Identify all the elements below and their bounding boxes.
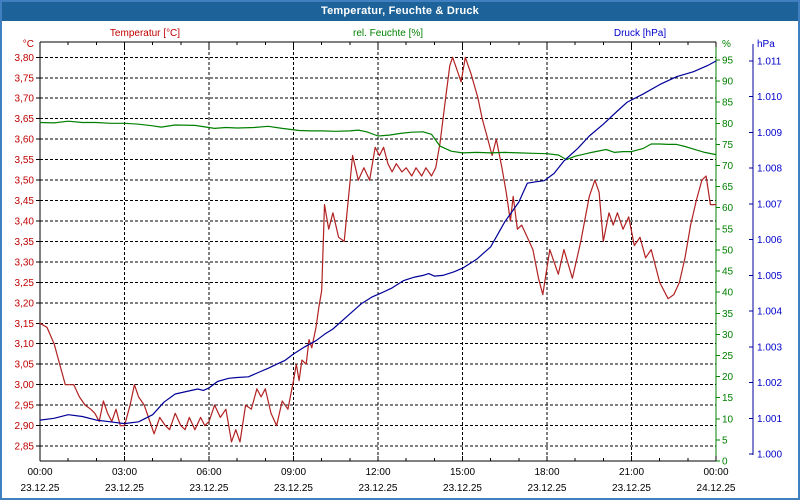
humidity-tick-label: 60: [722, 203, 734, 214]
date-tick-label: 23.12.25: [21, 483, 60, 494]
temp-tick-label: 3,50: [15, 176, 35, 187]
pressure-tick-label: 1.000: [757, 450, 782, 461]
pressure-tick-label: 1.005: [757, 271, 782, 282]
date-tick-label: 23.12.25: [359, 483, 398, 494]
time-tick-label: 09:00: [281, 467, 306, 478]
pressure-axis-unit: hPa: [757, 39, 775, 50]
humidity-tick-label: 0: [722, 457, 728, 468]
axis-labels: 3,80 3,75 3,70 3,65 3,60 3,55 3,50 3,45 3,40 3,35…: [15, 39, 783, 494]
temp-tick-label: 3,15: [15, 319, 35, 330]
temp-tick-label: 3,75: [15, 73, 35, 84]
temp-tick-label: 2,95: [15, 401, 35, 412]
temp-tick-label: 3,40: [15, 216, 35, 227]
time-tick-label: 15:00: [450, 467, 475, 478]
humidity-tick-label: 65: [722, 182, 734, 193]
pressure-tick-label: 1.001: [757, 414, 782, 425]
humidity-tick-label: 75: [722, 140, 734, 151]
title-bar: Temperatur, Feuchte & Druck: [2, 2, 798, 21]
time-tick-label: 21:00: [619, 467, 644, 478]
temp-tick-label: 3,25: [15, 278, 35, 289]
pressure-tick-label: 1.008: [757, 164, 782, 175]
temp-tick-label: 3,60: [15, 135, 35, 146]
humidity-tick-label: 25: [722, 351, 734, 362]
date-tick-label: 23.12.25: [190, 483, 229, 494]
temp-tick-label: 3,35: [15, 237, 35, 248]
humidity-axis-unit: %: [722, 39, 731, 50]
temp-tick-label: 2,85: [15, 442, 35, 453]
temp-tick-label: 2,90: [15, 421, 35, 432]
date-tick-label: 24.12.25: [697, 483, 736, 494]
date-tick-label: 23.12.25: [274, 483, 313, 494]
series-lines: [39, 56, 717, 443]
date-tick-label: 23.12.25: [443, 483, 482, 494]
legend-pressure: Druck [hPa]: [613, 28, 667, 39]
series-pressure: [39, 60, 717, 425]
temp-tick-label: 3,55: [15, 155, 35, 166]
pressure-tick-label: 1.002: [757, 378, 782, 389]
temp-tick-label: 3,10: [15, 339, 35, 350]
pressure-tick-label: 1.006: [757, 235, 782, 246]
temp-tick-label: 3,65: [15, 114, 35, 125]
pressure-tick-label: 1.007: [757, 199, 782, 210]
humidity-tick-label: 95: [722, 56, 734, 67]
humidity-tick-label: 35: [722, 309, 734, 320]
humidity-tick-label: 90: [722, 77, 734, 88]
temp-tick-label: 3,20: [15, 298, 35, 309]
humidity-tick-label: 40: [722, 288, 734, 299]
time-tick-label: 03:00: [112, 467, 137, 478]
date-tick-label: 23.12.25: [105, 483, 144, 494]
temp-tick-label: 3,80: [15, 53, 35, 64]
humidity-tick-label: 50: [722, 245, 734, 256]
time-tick-label: 00:00: [703, 467, 728, 478]
pressure-tick-label: 1.004: [757, 307, 782, 318]
humidity-tick-label: 55: [722, 224, 734, 235]
humidity-tick-label: 30: [722, 330, 734, 341]
time-tick-label: 00:00: [27, 467, 52, 478]
series-temperature: [39, 56, 717, 443]
gridlines: [40, 42, 716, 461]
temp-axis-unit: °C: [23, 39, 34, 50]
temp-tick-label: 3,30: [15, 257, 35, 268]
humidity-tick-label: 10: [722, 414, 734, 425]
temp-tick-label: 3,45: [15, 196, 35, 207]
time-tick-label: 18:00: [534, 467, 559, 478]
humidity-tick-label: 45: [722, 267, 734, 278]
chart-legend: Temperatur [°C] rel. Feuchte [%] Druck […: [2, 21, 798, 43]
humidity-tick-label: 15: [722, 393, 734, 404]
legend-humidity: rel. Feuchte [%]: [352, 28, 424, 39]
date-tick-label: 23.12.25: [612, 483, 651, 494]
temp-tick-label: 3,00: [15, 380, 35, 391]
pressure-tick-label: 1.010: [757, 92, 782, 103]
humidity-tick-label: 85: [722, 98, 734, 109]
pressure-tick-label: 1.003: [757, 342, 782, 353]
pressure-tick-label: 1.011: [757, 57, 782, 68]
window-title: Temperatur, Feuchte & Druck: [320, 5, 479, 17]
humidity-tick-label: 70: [722, 161, 734, 172]
date-tick-label: 23.12.25: [528, 483, 567, 494]
temp-tick-label: 3,70: [15, 94, 35, 105]
temp-tick-label: 3,05: [15, 360, 35, 371]
axes: [36, 41, 754, 462]
humidity-tick-label: 20: [722, 372, 734, 383]
series-humidity: [39, 120, 717, 161]
legend-temperature: Temperatur [°C]: [109, 28, 181, 39]
time-tick-label: 12:00: [365, 467, 390, 478]
time-tick-label: 06:00: [196, 467, 221, 478]
pressure-tick-label: 1.009: [757, 128, 782, 139]
humidity-tick-label: 5: [722, 435, 728, 446]
humidity-tick-label: 80: [722, 119, 734, 130]
